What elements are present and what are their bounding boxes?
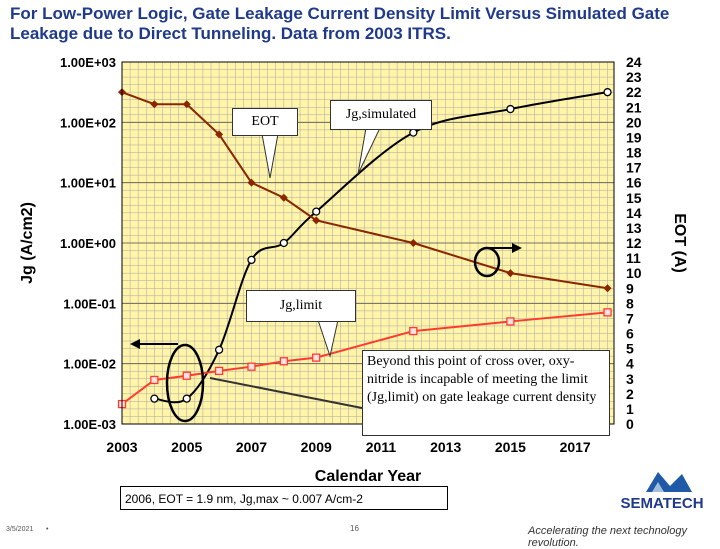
slide-title: For Low-Power Logic, Gate Leakage Curren… bbox=[10, 4, 670, 43]
data-point bbox=[409, 326, 418, 336]
data-point bbox=[409, 239, 418, 247]
y2-tick-label: 15 bbox=[626, 190, 642, 206]
x-tick-label: 2015 bbox=[495, 439, 526, 455]
y2-tick-label: 13 bbox=[626, 220, 642, 236]
x-tick-label: 2007 bbox=[236, 439, 267, 455]
y2-tick-label: 1 bbox=[626, 401, 634, 417]
data-point bbox=[279, 193, 288, 202]
y2-tick-label: 11 bbox=[626, 250, 641, 266]
y-tick-label: 1.00E+03 bbox=[60, 55, 116, 70]
y2-tick-label: 8 bbox=[626, 295, 634, 311]
footer-bullet: • bbox=[46, 526, 49, 533]
note-box: 2006, EOT = 1.9 nm, Jg,max ~ 0.007 A/cm-… bbox=[120, 486, 448, 510]
right-arrowhead bbox=[512, 243, 522, 253]
data-point bbox=[603, 88, 612, 97]
y-tick-label: 1.00E+00 bbox=[60, 236, 116, 251]
data-point bbox=[312, 216, 321, 225]
y-tick-label: 1.00E-02 bbox=[63, 357, 116, 372]
data-point bbox=[506, 104, 515, 114]
eot-callout: EOT bbox=[232, 108, 298, 136]
y2-tick-label: 7 bbox=[626, 310, 634, 326]
x-tick-label: 2009 bbox=[301, 439, 332, 455]
data-point bbox=[506, 317, 515, 326]
y2-tick-label: 24 bbox=[626, 54, 642, 70]
y2-tick-label: 21 bbox=[626, 99, 642, 115]
y2-tick-label: 19 bbox=[626, 129, 642, 145]
data-point bbox=[409, 128, 418, 137]
x-tick-label: 2011 bbox=[366, 439, 397, 455]
y2-tick-label: 2 bbox=[626, 386, 634, 402]
data-point bbox=[279, 357, 288, 366]
y2-tick-label: 6 bbox=[626, 326, 634, 342]
y2-axis-title: EOT (A) bbox=[671, 213, 688, 273]
svg-text:SEMATECH: SEMATECH bbox=[620, 495, 703, 512]
data-point bbox=[312, 353, 321, 362]
footer-date: 3/5/2021 bbox=[6, 526, 34, 533]
jg-simulated-callout: Jg,simulated bbox=[330, 100, 432, 130]
y2-tick-label: 12 bbox=[626, 235, 642, 251]
y2-tick-label: 9 bbox=[626, 280, 634, 296]
y2-tick-label: 20 bbox=[626, 114, 642, 130]
x-tick-label: 2017 bbox=[560, 439, 591, 455]
x-tick-label: 2005 bbox=[171, 439, 202, 455]
data-point bbox=[150, 375, 159, 385]
data-point bbox=[150, 394, 159, 403]
y-tick-label: 1.00E-01 bbox=[63, 296, 116, 311]
y-axis-title: Jg (A/cm2) bbox=[19, 202, 36, 284]
y2-tick-label: 4 bbox=[626, 356, 634, 372]
crossover-pointer-line bbox=[209, 377, 363, 409]
x-tick-label: 2013 bbox=[430, 439, 461, 455]
y2-tick-label: 3 bbox=[626, 371, 634, 387]
y-tick-label: 1.00E+02 bbox=[60, 115, 116, 130]
series-line-2 bbox=[121, 91, 608, 290]
y2-tick-label: 18 bbox=[626, 145, 642, 161]
series-line-1 bbox=[121, 311, 608, 405]
page-number: 16 bbox=[350, 524, 359, 533]
y2-tick-label: 14 bbox=[626, 205, 642, 221]
data-point bbox=[603, 308, 612, 317]
y2-tick-label: 17 bbox=[626, 160, 642, 176]
crossover-highlight-ellipse bbox=[165, 343, 205, 423]
data-point bbox=[247, 362, 256, 371]
y2-tick-label: 16 bbox=[626, 175, 642, 191]
y-tick-label: 1.00E-03 bbox=[63, 417, 116, 432]
data-point bbox=[182, 100, 191, 109]
data-point bbox=[214, 345, 224, 354]
data-point bbox=[215, 130, 224, 139]
tagline: Accelerating the next technology revolut… bbox=[528, 525, 687, 549]
y2-tick-label: 23 bbox=[626, 69, 642, 85]
data-point bbox=[214, 366, 224, 376]
x-axis-title: Calendar Year bbox=[315, 468, 421, 485]
left-arrowhead bbox=[130, 339, 140, 349]
data-point bbox=[506, 269, 515, 278]
y2-tick-label: 10 bbox=[626, 265, 642, 281]
x-tick-label: 2003 bbox=[106, 439, 137, 455]
y2-tick-label: 22 bbox=[626, 84, 642, 100]
data-point bbox=[182, 394, 191, 403]
data-point bbox=[182, 371, 191, 380]
y-tick-label: 1.00E+01 bbox=[60, 176, 116, 191]
data-point bbox=[603, 284, 612, 293]
crossover-callout: Beyond this point of cross over, oxy-nit… bbox=[362, 350, 610, 436]
y2-tick-label: 0 bbox=[626, 416, 634, 432]
data-point bbox=[247, 178, 256, 187]
data-point bbox=[247, 255, 256, 265]
data-point bbox=[150, 100, 159, 109]
jg-limit-callout: Jg,limit bbox=[246, 290, 356, 322]
y2-tick-label: 5 bbox=[626, 341, 634, 357]
data-point bbox=[279, 238, 288, 248]
data-point bbox=[312, 207, 321, 216]
sematech-logo: SEMATECH bbox=[620, 472, 704, 512]
